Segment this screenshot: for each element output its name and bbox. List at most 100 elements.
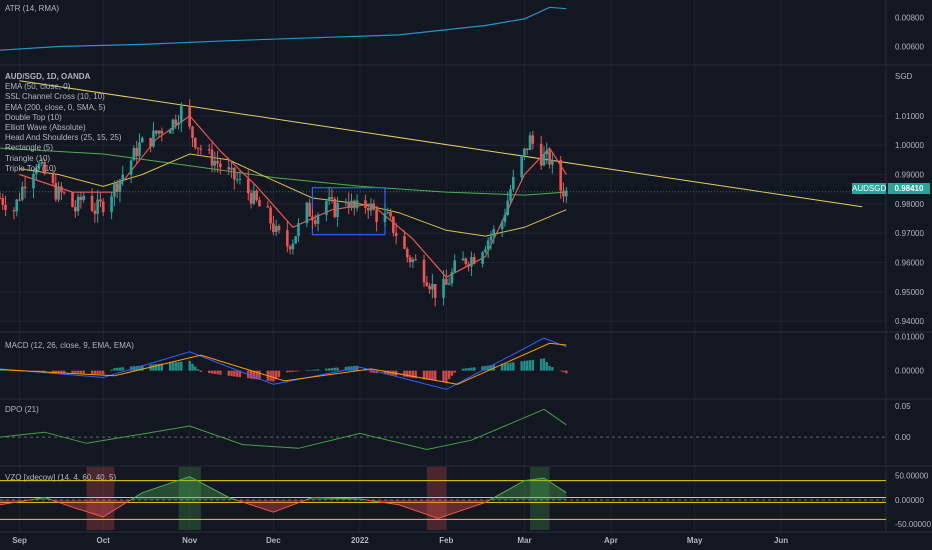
macd-histogram-bar (545, 362, 548, 371)
candle-body (227, 167, 231, 170)
legend-rectangle[interactable]: Rectangle (5) (5, 143, 54, 153)
vzo-pane[interactable] (0, 467, 886, 530)
legend-head-shoulders[interactable]: Head And Shoulders (25, 15, 25) (5, 133, 122, 143)
macd-histogram-bar (464, 368, 468, 371)
macd-histogram-bar (174, 362, 177, 371)
candle-body (408, 257, 412, 262)
candle-body (230, 167, 233, 170)
candle-body (433, 283, 437, 298)
macd-histogram-bar (93, 370, 97, 374)
macd-histogram-bar (57, 370, 60, 373)
candle-body (492, 228, 496, 237)
macd-histogram-bar (425, 370, 429, 380)
candle-body (132, 148, 136, 161)
macd-histogram-bar (367, 370, 370, 372)
candle-body (12, 210, 16, 212)
candle-body (199, 148, 203, 150)
macd-histogram-bar (314, 369, 317, 371)
legend-elliott-wave[interactable]: Elliott Wave (Absolute) (5, 123, 86, 133)
macd-histogram-bar (453, 370, 456, 373)
macd-histogram-bar (473, 367, 476, 371)
candle-body (467, 264, 470, 267)
candle-body (316, 214, 320, 224)
macd-histogram-bar (481, 366, 484, 371)
dpo-pane[interactable] (0, 408, 886, 451)
macd-histogram-bar (194, 366, 197, 371)
candle-body (445, 278, 448, 285)
macd-histogram-bar (157, 363, 161, 371)
macd-histogram-bar (406, 370, 409, 378)
candle-body (233, 167, 236, 180)
macd-histogram-bar (76, 370, 80, 374)
macd-histogram-bar (258, 370, 261, 380)
candle-body (520, 155, 523, 177)
macd-y-tick: 0.01000 (895, 332, 924, 341)
macd-histogram-bar (160, 363, 163, 371)
macd-histogram-bar (252, 370, 256, 380)
macd-histogram-bar (90, 370, 94, 374)
macd-histogram-bar (152, 364, 155, 371)
grid-lines (0, 0, 886, 532)
price-axis[interactable]: 0.00800 0.00600 SGD 1.01000 1.00000 0.99000 0.… (895, 13, 932, 529)
candle-body (347, 201, 351, 208)
macd-histogram-bar (294, 370, 297, 372)
candle-body (110, 196, 113, 213)
legend-ema50[interactable]: EMA (50, close, 0) (5, 82, 71, 92)
candle-body (274, 226, 278, 233)
dpo-y-tick: 0.00 (895, 433, 911, 442)
symbol-badge: AUDSGD (852, 183, 887, 194)
macd-histogram-bar (411, 370, 415, 378)
candle-body (96, 199, 99, 214)
legend-ssl-channel[interactable]: SSL Channel Cross (10, 10) (5, 92, 105, 102)
time-tick: Oct (97, 536, 111, 545)
candle-body (336, 202, 339, 218)
macd-pane[interactable] (0, 337, 568, 390)
vzo-y-tick: 50.00000 (895, 472, 929, 481)
candle-body (325, 201, 328, 215)
legend-triple-top[interactable]: Triple Top (10) (5, 163, 57, 173)
candle-body (4, 204, 7, 211)
legend-double-top[interactable]: Double Top (10) (5, 112, 62, 122)
macd-histogram-bar (102, 370, 105, 375)
macd-histogram-bar (386, 370, 389, 375)
atr-pane[interactable] (0, 6, 567, 51)
macd-histogram-bar (227, 370, 230, 376)
macd-histogram-bar (327, 368, 331, 371)
candle-body (266, 206, 270, 208)
candle-body (135, 148, 138, 157)
candle-body (389, 212, 392, 217)
candle-body (115, 183, 119, 193)
macd-histogram-bar (40, 370, 44, 372)
time-tick: Nov (182, 536, 198, 545)
candle-body (364, 200, 367, 208)
candle-body (511, 176, 515, 190)
legend-ema200[interactable]: EMA (200, close, 0, SMA, 5) (5, 102, 106, 112)
price-y-tick: 0.97000 (895, 229, 924, 238)
candle-body (76, 196, 80, 212)
macd-histogram-bar (216, 370, 219, 375)
atr-title: ATR (14, RMA) (5, 4, 60, 13)
macd-histogram-bar (500, 363, 504, 371)
candle-body (238, 178, 242, 180)
price-pane[interactable] (0, 80, 886, 307)
vzo-zone (530, 467, 550, 530)
candle-body (369, 203, 373, 211)
candle-body (160, 130, 164, 134)
macd-histogram-bar (233, 370, 236, 377)
candle-body (313, 220, 317, 224)
time-axis[interactable]: Sep Oct Nov Dec 2022 Feb Mar Apr May Jun (12, 536, 788, 545)
atr-y-tick: 0.00800 (895, 13, 924, 22)
main-title[interactable]: AUD/SGD, 1D, OANDA (5, 72, 91, 81)
legend-triangle[interactable]: Triangle (10) (5, 153, 51, 163)
macd-histogram-bar (155, 364, 158, 371)
candle-body (392, 216, 395, 233)
macd-histogram-bar (213, 370, 217, 374)
macd-histogram-bar (129, 366, 133, 371)
macd-histogram-bar (528, 360, 532, 371)
candle-body (506, 200, 510, 216)
candle-body (386, 212, 390, 214)
vzo-line-positive (26, 476, 567, 500)
trendline[interactable] (19, 80, 863, 208)
